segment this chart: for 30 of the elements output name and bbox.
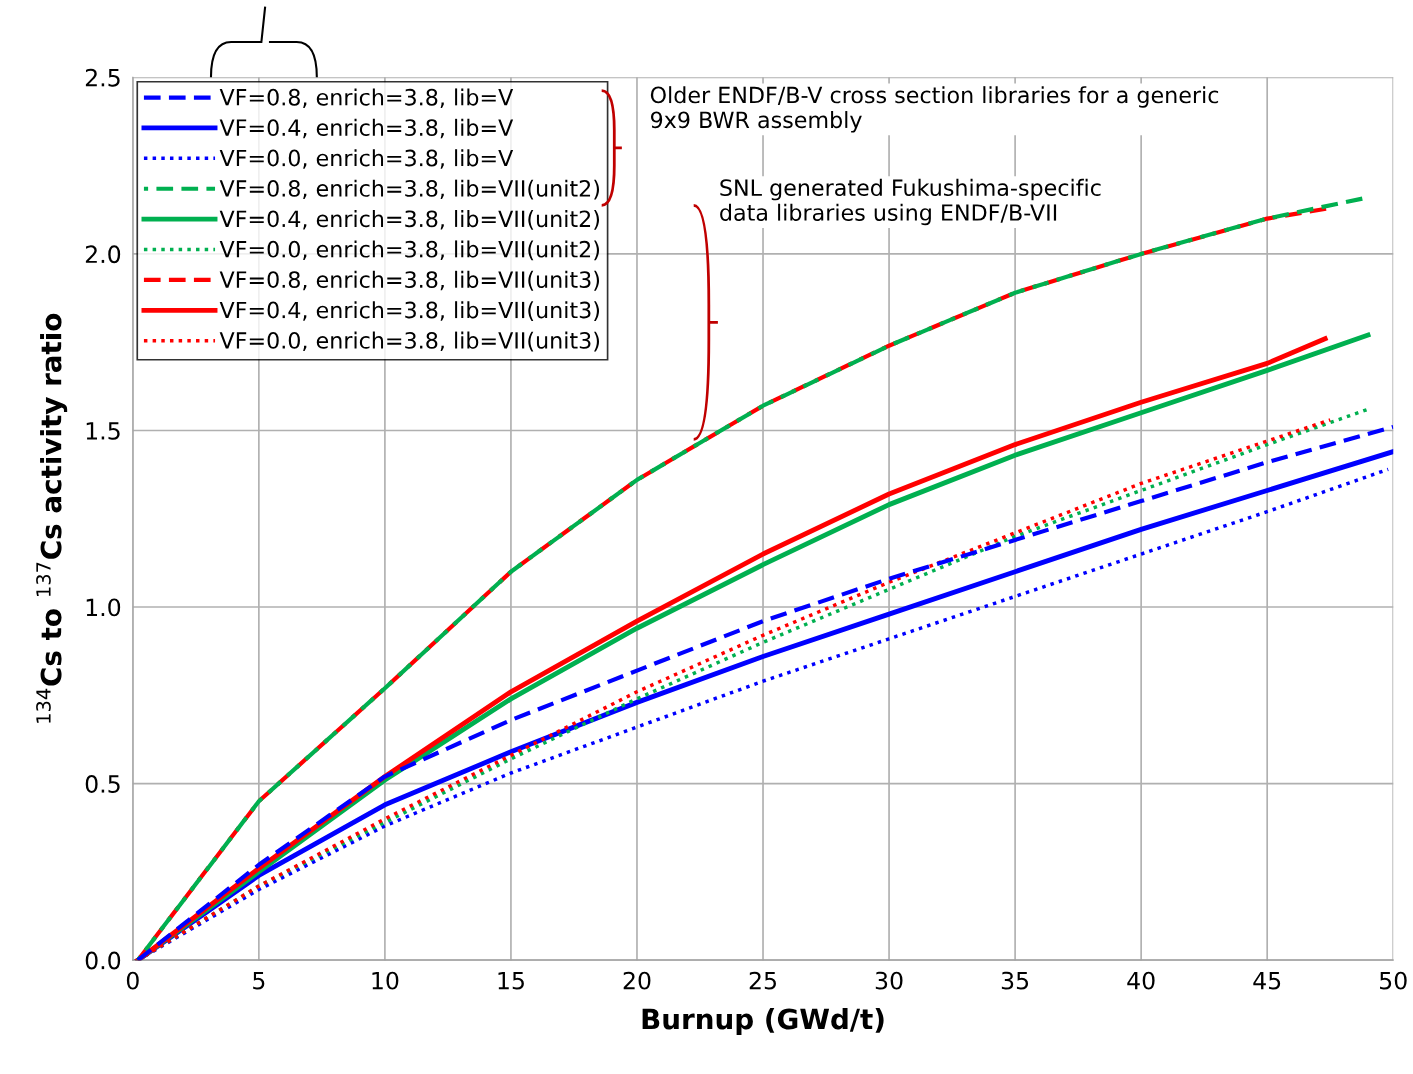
legend-label: VF=0.8, enrich=3.8, lib=V xyxy=(219,88,514,108)
annotation: Older ENDF/B-V cross section libraries for a generic 9x9 BWR assembly xyxy=(650,86,1219,133)
x-tick-label: 35 xyxy=(1001,971,1029,990)
x-tick-label: 30 xyxy=(875,971,903,990)
legend-label: VF=0.8, enrich=3.8, lib=VII(unit2) xyxy=(219,179,600,200)
y-tick-label: 1.5 xyxy=(86,422,120,440)
x-axis-title: Burnup (GWd/t) xyxy=(642,1008,884,1035)
y-tick-label: 2.5 xyxy=(85,68,120,87)
legend-label: VF=0.0, enrich=3.8, lib=VII(unit2) xyxy=(219,240,600,261)
x-tick-label: 45 xyxy=(1253,971,1281,990)
x-tick-label: 40 xyxy=(1127,971,1155,990)
y-axis-title: $^{134}$Cs to $^{137}$Cs activity ratio xyxy=(36,313,68,723)
x-tick-label: 15 xyxy=(498,971,524,990)
legend-label: VF=0.0, enrich=3.8, lib=V xyxy=(219,149,514,169)
legend-label: VF=0.8, enrich=3.8, lib=VII(unit3) xyxy=(219,270,600,291)
x-tick-label: 5 xyxy=(253,971,265,990)
y-tick-label: 0.5 xyxy=(85,775,120,793)
legend-label: VF=0.4, enrich=3.8, lib=VII(unit2) xyxy=(219,210,600,230)
x-tick-label: 0 xyxy=(126,971,139,990)
legend-label: VF=0.4, enrich=3.8, lib=V xyxy=(219,118,514,139)
annotation: SNL generated Fukushima-specific data libraries using ENDF/B-VII xyxy=(720,178,1101,226)
y-tick-label: 0.0 xyxy=(85,951,121,970)
legend-label: VF=0.0, enrich=3.8, lib=VII(unit3) xyxy=(219,331,600,352)
x-tick-label: 50 xyxy=(1380,971,1407,990)
y-tick-label: 2.0 xyxy=(85,245,121,264)
x-tick-label: 25 xyxy=(749,971,776,990)
y-tick-label: 1.0 xyxy=(86,598,121,617)
legend-label: VF=0.4, enrich=3.8, lib=VII(unit3) xyxy=(219,301,600,322)
x-tick-label: 10 xyxy=(372,971,399,990)
x-tick-label: 20 xyxy=(623,971,651,990)
